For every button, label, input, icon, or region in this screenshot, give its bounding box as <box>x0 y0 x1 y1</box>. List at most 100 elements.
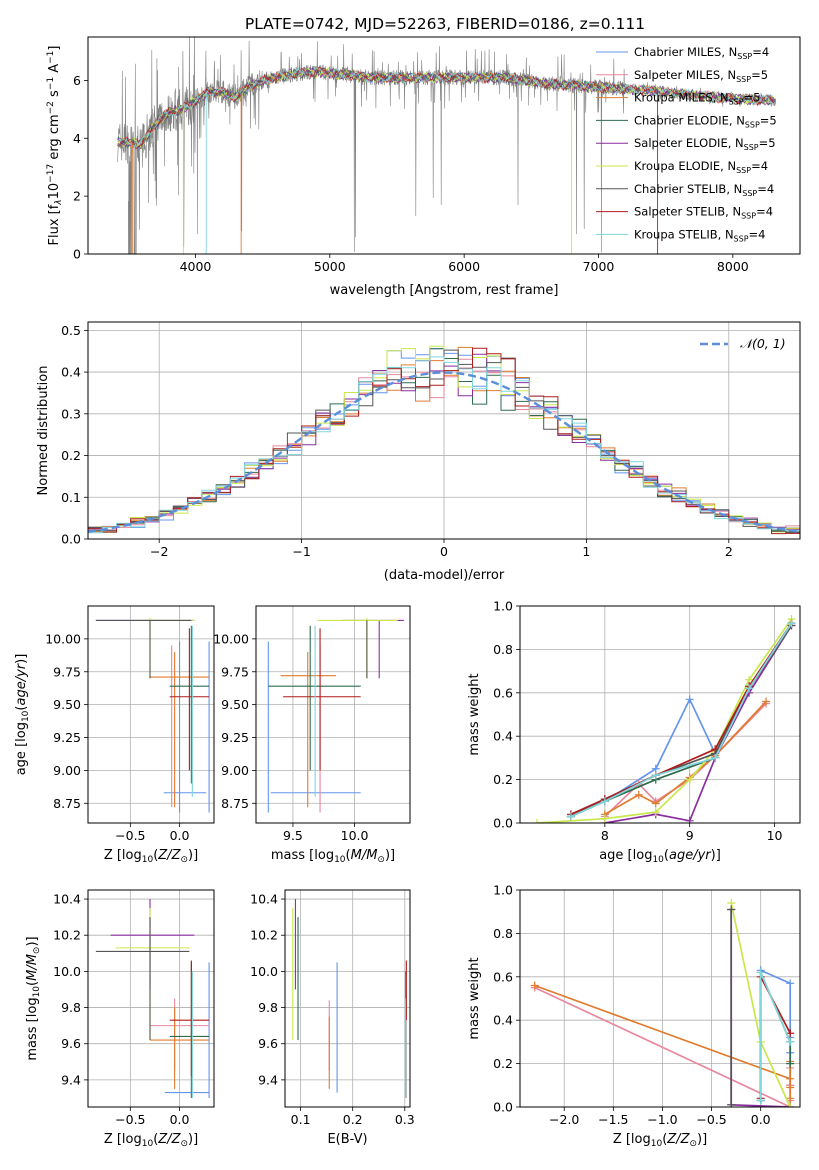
marker-plus <box>651 771 660 780</box>
marker-plus <box>566 812 575 821</box>
y-tick-label: 10.2 <box>250 928 278 943</box>
legend-entry: Salpeter STELIB, NSSP=4 <box>634 205 773 221</box>
axes-spectrum: 4000 5000 6000 7000 8000 0 2 4 6 wavelength [Angs… <box>46 36 801 298</box>
x-axis-label: mass [log10(M/M⊙)] <box>271 848 395 865</box>
grid <box>520 605 800 824</box>
marker-plus <box>685 816 694 823</box>
legend-entry: Kroupa STELIB, NSSP=4 <box>634 227 765 243</box>
y-tick-label: 4 <box>73 131 81 146</box>
x-tick-label: 0.3 <box>395 1112 415 1127</box>
model-salpeter-stelib <box>117 66 776 150</box>
y-tick-label: 0.8 <box>493 642 513 657</box>
x-tick-label: 7000 <box>583 259 615 274</box>
axes-age-Z: −0.5 0.0 8.75 9.00 9.25 9.50 9.75 10.00 Z [log10… <box>14 605 215 865</box>
x-axis-label: wavelength [Angstrom, rest frame] <box>330 283 559 298</box>
y-tick-label: 9.50 <box>53 697 81 712</box>
y-tick-label: 10.4 <box>53 892 81 907</box>
marker-plus <box>685 695 694 704</box>
plot-area <box>95 899 210 1098</box>
legend-entry: Chabrier ELODIE, NSSP=5 <box>634 113 777 129</box>
axes-mass-Z: −0.5 0.0 9.4 9.6 9.8 10.0 10.2 10.4 Z [log10(Z/Z… <box>25 889 215 1149</box>
axes-frame <box>255 605 411 824</box>
y-tick-label: 1.0 <box>493 599 513 614</box>
series-salpeter-stelib <box>759 976 791 1099</box>
marker-plus <box>600 797 609 806</box>
y-tick-label: 10.4 <box>250 892 278 907</box>
marker-plus <box>651 808 660 817</box>
marker-plus <box>786 1059 795 1068</box>
marker-plus <box>651 799 660 808</box>
legend-entry: 𝒩(0, 1) <box>740 336 786 351</box>
plot-area <box>117 37 776 254</box>
y-tick-label: 6 <box>73 73 81 88</box>
y-axis-label: mass [log10(M/M⊙)] <box>25 936 42 1060</box>
x-tick-label: 1 <box>582 544 590 559</box>
y-axis-label: Flux [fλ10−17 erg cm−2 s−1 A−1] <box>46 46 64 246</box>
x-tick-label: −2 <box>150 544 168 559</box>
axes-frame <box>87 36 801 255</box>
x-tick-label: 5000 <box>314 259 346 274</box>
series-kroupa-stelib <box>570 622 793 818</box>
marker-plus <box>600 814 609 823</box>
marker-plus <box>786 1094 795 1103</box>
marker-plus <box>727 905 736 914</box>
y-tick-label: 10.0 <box>250 964 278 979</box>
marker-plus <box>685 775 694 784</box>
x-tick-label: 0 <box>440 544 448 559</box>
grid <box>88 606 214 823</box>
x-tick-label: 4000 <box>180 259 212 274</box>
x-tick-label: −1 <box>292 544 310 559</box>
y-tick-label: 0.5 <box>61 323 81 338</box>
x-axis-label: (data-model)/error <box>384 568 505 583</box>
plot-area <box>95 617 210 813</box>
legend: Chabrier MILES, NSSP=4 Salpeter MILES, NS… <box>596 45 777 243</box>
series-salpeter-elodie <box>604 625 793 823</box>
x-tick-label: 9.5 <box>283 828 303 843</box>
y-tick-label: 0.0 <box>61 532 81 547</box>
plot-area <box>88 345 800 536</box>
plot-area <box>292 899 407 1098</box>
axes-frame <box>87 605 215 824</box>
y-tick-label: 0.0 <box>493 816 513 831</box>
x-tick-label: −0.5 <box>115 1112 145 1127</box>
model-chabrier-elodie <box>117 66 776 149</box>
y-axis-label: mass weight <box>467 957 482 1039</box>
x-tick-label: 10 <box>767 828 783 843</box>
marker-plus <box>711 753 720 762</box>
y-tick-label: 0.4 <box>61 365 81 380</box>
grid <box>256 606 410 823</box>
x-tick-label: 10.0 <box>341 828 369 843</box>
y-tick-label: 10.00 <box>45 631 81 646</box>
axes-residuals: −2 −1 0 1 2 0.0 0.1 0.2 0.3 0.4 0.5 𝒩(0, 1) (data-mo… <box>36 321 801 583</box>
plot-area <box>532 615 796 823</box>
plot-area <box>267 617 404 813</box>
series-salpeter-stelib <box>570 622 793 816</box>
axes-mw-age: 8 9 10 0.0 0.2 0.4 0.6 0.8 1.0 mass weight age [lo… <box>467 599 801 865</box>
marker-plus <box>787 619 796 628</box>
legend-entry: Salpeter ELODIE, NSSP=5 <box>634 136 776 152</box>
y-tick-label: 9.6 <box>258 1036 278 1051</box>
y-tick-label: 9.75 <box>53 664 81 679</box>
x-tick-label: 9 <box>686 828 694 843</box>
marker-plus <box>756 968 765 977</box>
x-tick-label: 8000 <box>717 259 749 274</box>
y-tick-label: 0.2 <box>493 772 513 787</box>
y-tick-label: 9.4 <box>61 1072 81 1087</box>
y-tick-label: 9.00 <box>53 763 81 778</box>
marker-plus <box>762 697 771 706</box>
gaussian-curve <box>88 371 800 533</box>
y-axis-label: age [log10(age/yr)] <box>14 654 31 776</box>
axes-age-mass: 9.5 10.0 8.75 9.00 9.25 9.50 9.75 10.00 mass [lo… <box>213 605 411 865</box>
y-tick-label: 2 <box>73 189 81 204</box>
axes-frame <box>519 605 801 824</box>
y-tick-label: 8.75 <box>221 796 249 811</box>
x-tick-label: −2.0 <box>549 1112 579 1127</box>
y-tick-label: 10.00 <box>213 631 249 646</box>
marker-plus <box>745 684 754 693</box>
y-tick-label: 9.6 <box>61 1036 81 1051</box>
grid <box>88 890 214 1107</box>
x-tick-label: 0.0 <box>170 828 190 843</box>
axes-frame <box>519 889 801 1108</box>
y-tick-label: 0.6 <box>493 685 513 700</box>
